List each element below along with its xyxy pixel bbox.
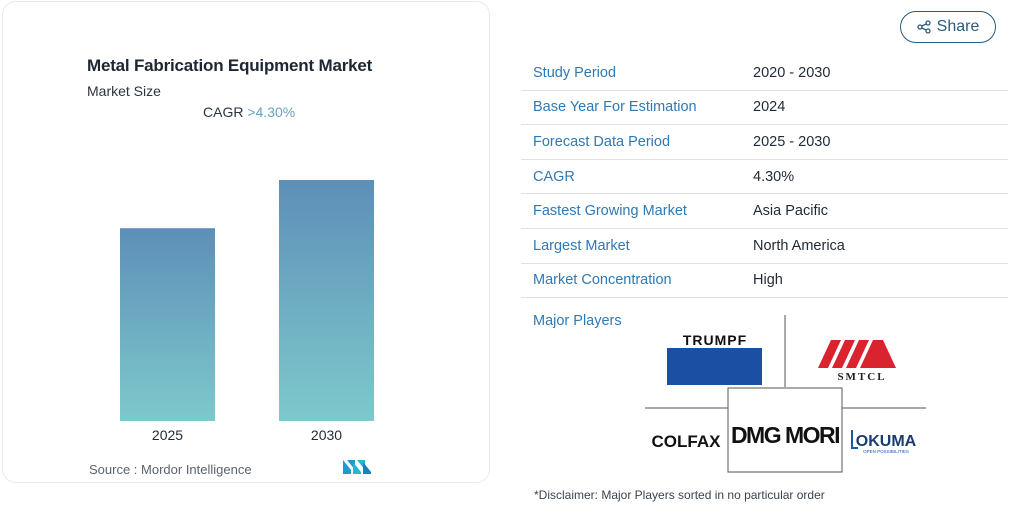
info-label: Fastest Growing Market: [533, 203, 687, 220]
x-tick-label: 2025: [152, 427, 183, 443]
info-value: North America: [753, 237, 845, 254]
market-info-table: Study Period 2020 - 2030 Base Year For E…: [521, 56, 1008, 299]
okuma-logo: OKUMA OPEN POSSIBILITIES: [851, 430, 917, 454]
info-value: 2024: [753, 99, 786, 116]
info-row-largest-market: Largest Market North America: [521, 229, 1008, 264]
info-label: Largest Market: [533, 237, 630, 254]
info-value: High: [753, 272, 783, 289]
trumpf-logo: TRUMPF: [667, 332, 762, 385]
info-value: Asia Pacific: [753, 203, 828, 220]
chart-subtitle: Market Size: [87, 83, 161, 99]
cagr-value: >4.30%: [247, 104, 296, 120]
share-icon: [916, 20, 931, 34]
info-row-study-period: Study Period 2020 - 2030: [521, 56, 1008, 91]
info-value: 2025 - 2030: [753, 133, 831, 150]
info-label: Study Period: [533, 64, 617, 81]
share-label: Share: [936, 18, 980, 35]
smtcl-logo: SMTCL: [818, 340, 896, 383]
source-note: Source : Mordor Intelligence: [89, 462, 252, 477]
info-label: Market Concentration: [533, 272, 672, 289]
share-button[interactable]: Share: [900, 11, 996, 43]
bar-2025: [120, 228, 215, 421]
info-row-base-year: Base Year For Estimation 2024: [521, 91, 1008, 126]
info-label: Forecast Data Period: [533, 133, 671, 150]
market-size-card: Metal Fabrication Equipment Market Marke…: [2, 1, 490, 483]
svg-text:OKUMA: OKUMA: [856, 433, 917, 450]
info-label: CAGR: [533, 168, 575, 185]
mordor-intelligence-logo: [343, 460, 371, 474]
cagr-indicator: CAGR >4.30%: [203, 104, 295, 120]
dmg-mori-logo: DMG MORI: [731, 422, 839, 448]
info-value: 4.30%: [753, 168, 795, 185]
info-row-forecast-period: Forecast Data Period 2025 - 2030: [521, 125, 1008, 160]
info-row-fastest-growing: Fastest Growing Market Asia Pacific: [521, 194, 1008, 229]
svg-text:SMTCL: SMTCL: [837, 371, 886, 383]
disclaimer-note: *Disclaimer: Major Players sorted in no …: [534, 488, 825, 502]
bar-2030: [279, 180, 374, 421]
dmg-mori-frame: [727, 387, 843, 473]
info-row-cagr: CAGR 4.30%: [521, 160, 1008, 195]
bar-chart: 2025 2030: [120, 180, 374, 443]
cagr-label: CAGR: [203, 104, 244, 120]
svg-text:OPEN POSSIBILITIES: OPEN POSSIBILITIES: [863, 449, 909, 454]
info-row-concentration: Market Concentration High: [521, 264, 1008, 299]
x-tick-label: 2030: [311, 427, 342, 443]
major-players-label: Major Players: [533, 313, 622, 329]
svg-text:TRUMPF: TRUMPF: [683, 332, 747, 348]
info-label: Base Year For Estimation: [533, 99, 697, 116]
info-value: 2020 - 2030: [753, 64, 831, 81]
major-players-logos: TRUMPF SMTCL COLFAX DMG MORI OKUMA OPEN …: [645, 315, 926, 473]
chart-title: Metal Fabrication Equipment Market: [87, 56, 373, 75]
colfax-logo: COLFAX: [652, 432, 722, 451]
